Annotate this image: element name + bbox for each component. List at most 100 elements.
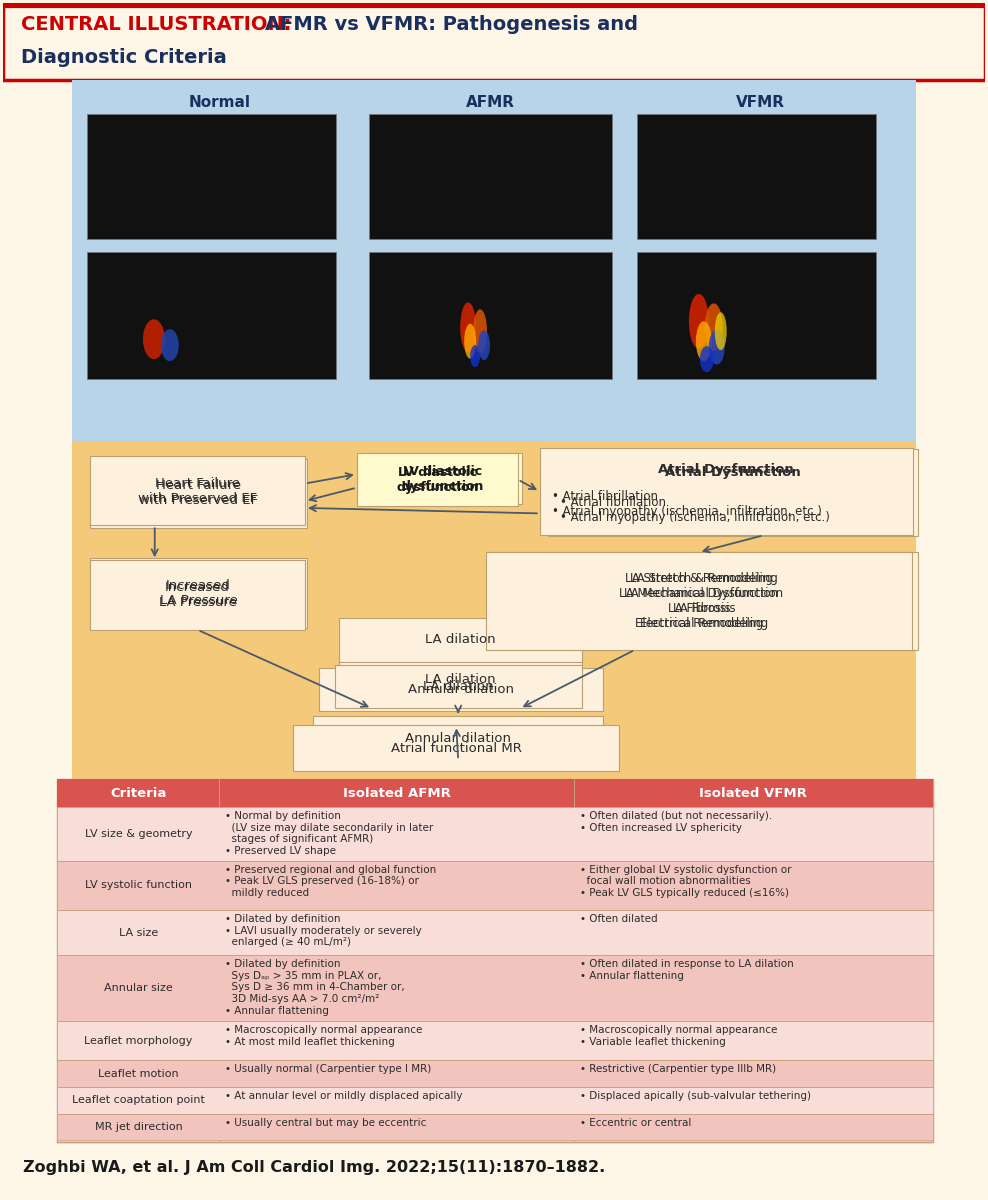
- Bar: [3, 2, 985, 7]
- Text: LV diastolic
dysfunction: LV diastolic dysfunction: [396, 466, 478, 493]
- Bar: [547, 449, 918, 536]
- Ellipse shape: [143, 319, 165, 359]
- Bar: [3, 2, 985, 80]
- Text: Normal: Normal: [189, 95, 251, 110]
- Text: LV diastolic
dysfunction: LV diastolic dysfunction: [401, 464, 483, 492]
- Text: • Macroscopically normal appearance
• At most mild leaflet thickening: • Macroscopically normal appearance • At…: [225, 1025, 423, 1046]
- Ellipse shape: [700, 346, 713, 372]
- Bar: [57, 1087, 933, 1114]
- Ellipse shape: [704, 304, 722, 352]
- Ellipse shape: [464, 324, 476, 359]
- Text: Increased
LA Pressure: Increased LA Pressure: [159, 581, 236, 610]
- Text: Isolated VFMR: Isolated VFMR: [700, 787, 807, 799]
- Bar: [90, 458, 307, 528]
- Text: LA Stretch & Remodeling
LA Mechanical Dysfunction
LA Fibrosis
Electrical Remodel: LA Stretch & Remodeling LA Mechanical Dy…: [619, 572, 779, 630]
- Text: CENTRAL ILLUSTRATION:: CENTRAL ILLUSTRATION:: [21, 16, 298, 34]
- Text: VFMR: VFMR: [736, 95, 785, 110]
- Text: • Normal by definition
  (LV size may dilate secondarily in later
  stages of si: • Normal by definition (LV size may dila…: [225, 811, 434, 856]
- Text: LA Stretch & Remodeling
LA Mechanical Dysfunction
LA Fibrosis
Electrical Remodel: LA Stretch & Remodeling LA Mechanical Dy…: [624, 572, 783, 630]
- Bar: [57, 779, 933, 1142]
- Text: • Atrial fibrillation
• Atrial myopathy (ischemia, infiltration, etc.): • Atrial fibrillation • Atrial myopathy …: [551, 490, 822, 517]
- Bar: [357, 452, 518, 506]
- Bar: [90, 558, 307, 628]
- Text: Heart Failure
with Preserved EF: Heart Failure with Preserved EF: [139, 480, 258, 508]
- Bar: [339, 618, 582, 661]
- Ellipse shape: [478, 330, 490, 360]
- Text: Diagnostic Criteria: Diagnostic Criteria: [21, 48, 226, 67]
- Text: • Often dilated (but not necessarily).
• Often increased LV sphericity: • Often dilated (but not necessarily). •…: [580, 811, 772, 833]
- Text: Criteria: Criteria: [111, 787, 167, 799]
- Ellipse shape: [473, 310, 487, 353]
- Bar: [57, 955, 933, 1021]
- Text: LA size: LA size: [119, 928, 158, 937]
- Text: • Macroscopically normal appearance
• Variable leaflet thickening: • Macroscopically normal appearance • Va…: [580, 1025, 778, 1046]
- Bar: [57, 1114, 933, 1140]
- Bar: [369, 114, 613, 239]
- Text: Leaflet coaptation point: Leaflet coaptation point: [72, 1096, 205, 1105]
- Ellipse shape: [460, 302, 476, 352]
- Text: LV size & geometry: LV size & geometry: [85, 829, 193, 839]
- Bar: [57, 1021, 933, 1061]
- Bar: [72, 440, 916, 779]
- Text: LV systolic function: LV systolic function: [85, 881, 192, 890]
- Bar: [57, 910, 933, 955]
- Bar: [313, 716, 604, 761]
- Ellipse shape: [696, 322, 711, 361]
- Bar: [339, 658, 582, 702]
- Bar: [486, 552, 912, 649]
- Bar: [57, 779, 933, 808]
- Bar: [72, 440, 916, 721]
- Text: Annular dilation: Annular dilation: [408, 683, 514, 696]
- Text: Heart Failure
with Preserved EF: Heart Failure with Preserved EF: [138, 476, 257, 504]
- Ellipse shape: [470, 346, 480, 367]
- Text: Increased
LA Pressure: Increased LA Pressure: [160, 580, 237, 607]
- Text: AFMR: AFMR: [465, 95, 515, 110]
- Text: • Eccentric or central: • Eccentric or central: [580, 1117, 691, 1128]
- Text: • Preserved regional and global function
• Peak LV GLS preserved (16-18%) or
  m: • Preserved regional and global function…: [225, 864, 437, 898]
- Text: LA dilation: LA dilation: [425, 673, 496, 686]
- Text: LA dilation: LA dilation: [423, 680, 494, 694]
- Bar: [490, 552, 918, 649]
- Text: • At annular level or mildly displaced apically: • At annular level or mildly displaced a…: [225, 1091, 462, 1100]
- Text: • Often dilated: • Often dilated: [580, 914, 657, 924]
- Bar: [87, 252, 336, 379]
- Text: Annular dilation: Annular dilation: [405, 732, 511, 745]
- Text: • Often dilated in response to LA dilation
• Annular flattening: • Often dilated in response to LA dilati…: [580, 959, 793, 980]
- Text: • Restrictive (Carpentier type IIIb MR): • Restrictive (Carpentier type IIIb MR): [580, 1064, 776, 1074]
- Ellipse shape: [714, 312, 727, 350]
- Bar: [72, 80, 916, 440]
- Bar: [539, 448, 913, 535]
- Bar: [363, 452, 522, 504]
- Text: • Dilated by definition
• LAVI usually moderately or severely
  enlarged (≥ 40 m: • Dilated by definition • LAVI usually m…: [225, 914, 422, 947]
- Text: Annular size: Annular size: [104, 983, 173, 994]
- Bar: [87, 114, 336, 239]
- Text: • Usually central but may be eccentric: • Usually central but may be eccentric: [225, 1117, 427, 1128]
- Bar: [57, 808, 933, 860]
- Text: Leaflet morphology: Leaflet morphology: [84, 1036, 193, 1045]
- Bar: [293, 726, 619, 772]
- Text: • Dilated by definition
  Sys Dₐₚ > 35 mm in PLAX or,
  Sys D ≥ 36 mm in 4-Chamb: • Dilated by definition Sys Dₐₚ > 35 mm …: [225, 959, 405, 1015]
- Bar: [335, 665, 582, 708]
- Text: • Displaced apically (sub-valvular tethering): • Displaced apically (sub-valvular tethe…: [580, 1091, 811, 1100]
- Text: MR jet direction: MR jet direction: [95, 1122, 182, 1132]
- Bar: [369, 252, 613, 379]
- Text: Atrial Dysfunction: Atrial Dysfunction: [665, 466, 800, 479]
- Text: AFMR vs VFMR: Pathogenesis and: AFMR vs VFMR: Pathogenesis and: [266, 16, 638, 34]
- Text: • Atrial fibrillation
• Atrial myopathy (ischemia, infiltration, etc.): • Atrial fibrillation • Atrial myopathy …: [559, 497, 830, 524]
- Bar: [90, 456, 305, 526]
- Bar: [319, 667, 604, 712]
- Ellipse shape: [708, 330, 724, 365]
- Text: Zoghbi WA, et al. J Am Coll Cardiol Img. 2022;15(11):1870–1882.: Zoghbi WA, et al. J Am Coll Cardiol Img.…: [23, 1160, 605, 1175]
- Text: Atrial functional MR: Atrial functional MR: [391, 742, 522, 755]
- Text: • Either global LV systolic dysfunction or
  focal wall motion abnormalities
• P: • Either global LV systolic dysfunction …: [580, 864, 791, 898]
- Text: Isolated AFMR: Isolated AFMR: [343, 787, 451, 799]
- Text: LA dilation: LA dilation: [425, 634, 496, 647]
- Bar: [57, 1061, 933, 1087]
- Bar: [57, 860, 933, 910]
- Bar: [637, 252, 875, 379]
- Text: • Usually normal (Carpentier type I MR): • Usually normal (Carpentier type I MR): [225, 1064, 432, 1074]
- Ellipse shape: [689, 294, 708, 349]
- Bar: [637, 114, 875, 239]
- Text: Atrial Dysfunction: Atrial Dysfunction: [658, 463, 794, 476]
- Text: Leaflet motion: Leaflet motion: [98, 1068, 179, 1079]
